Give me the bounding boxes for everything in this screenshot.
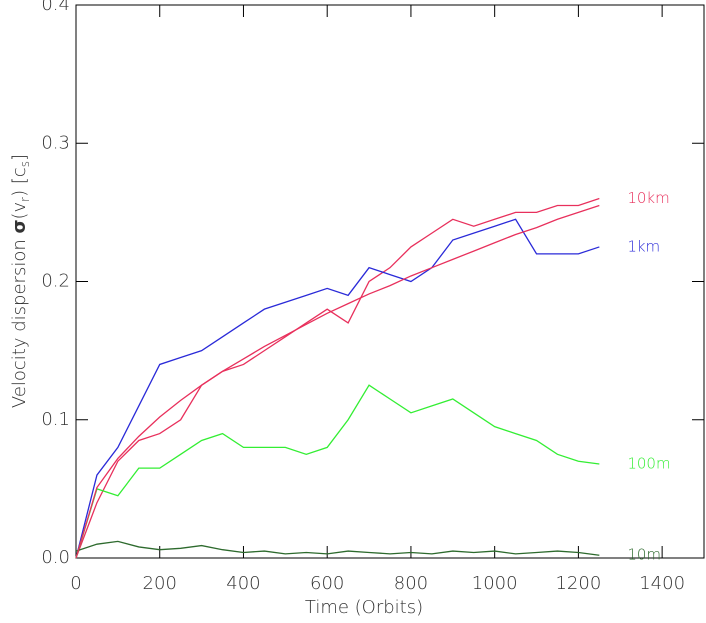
y-title-part: Velocity dispersion xyxy=(9,234,30,409)
y-tick-label: 0.4 xyxy=(41,0,70,15)
x-tick-label: 1400 xyxy=(639,573,685,594)
y-tick-label: 0.0 xyxy=(41,547,70,568)
y-tick-label: 0.1 xyxy=(41,409,70,430)
y-title-part: r xyxy=(18,197,32,202)
y-axis-title: Velocity dispersion σ(vr) [cs] xyxy=(9,154,32,408)
x-tick-label: 0 xyxy=(70,573,81,594)
series-line xyxy=(75,204,600,559)
x-tick-label: 400 xyxy=(226,573,260,594)
series-line xyxy=(75,540,600,556)
y-title-part: σ xyxy=(9,220,30,234)
series-label: 1km xyxy=(627,237,660,255)
series-line xyxy=(75,197,600,559)
series-line xyxy=(75,218,600,559)
x-tick-label: 600 xyxy=(310,573,344,594)
y-title-part: ) [c xyxy=(9,167,30,197)
x-tick-label: 1200 xyxy=(555,573,601,594)
x-tick-label: 1000 xyxy=(472,573,518,594)
y-title-part: (v xyxy=(9,202,30,220)
x-tick-label: 800 xyxy=(394,573,428,594)
y-title-part: ] xyxy=(9,154,30,161)
y-tick-label: 0.3 xyxy=(41,132,70,153)
x-axis-title: Time (Orbits) xyxy=(305,597,423,618)
series-label: 100m xyxy=(627,454,670,472)
x-tick-label: 200 xyxy=(143,573,177,594)
series-line xyxy=(75,384,600,559)
plot-frame xyxy=(75,4,705,559)
y-tick-label: 0.2 xyxy=(41,271,70,292)
series-label: 10m xyxy=(627,546,661,564)
series-label: 10km xyxy=(627,189,669,207)
y-title-part: s xyxy=(18,161,32,167)
